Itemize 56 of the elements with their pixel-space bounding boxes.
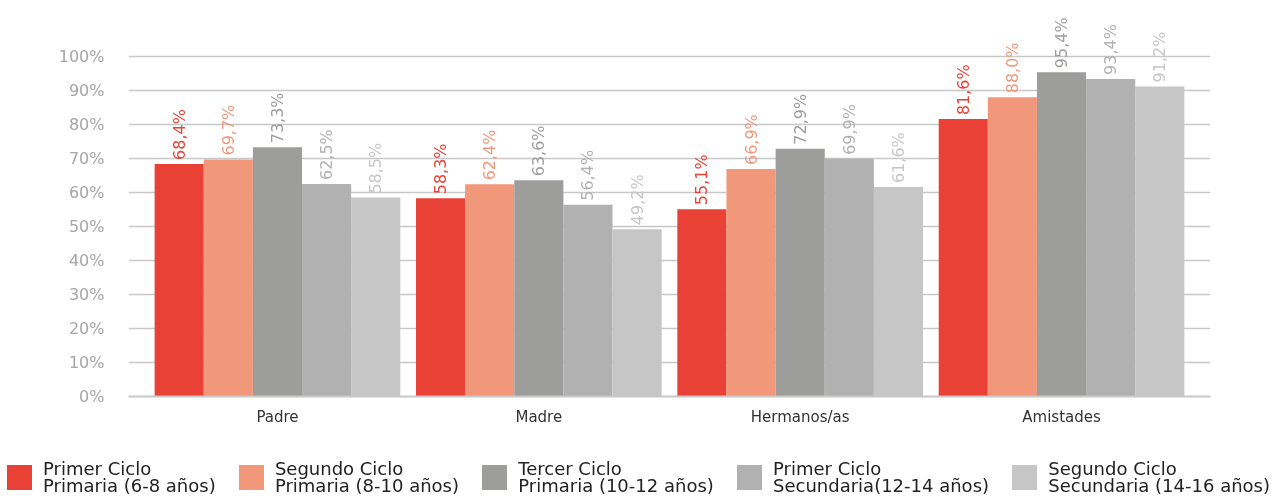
x-tick-label: Madre (515, 407, 563, 426)
y-tick-label: 20% (68, 319, 105, 338)
y-tick-label: 70% (68, 149, 105, 168)
bar (987, 97, 1037, 397)
data-label: 93,4% (1101, 24, 1121, 75)
y-tick-label: 10% (68, 353, 105, 372)
y-tick-label: 40% (68, 251, 105, 270)
bar (252, 147, 303, 397)
legend-label: Primer Ciclo Primaria (6-8 años) (43, 458, 216, 497)
bar (824, 158, 874, 397)
y-tick-label: 30% (68, 285, 105, 304)
legend-label: Segundo Ciclo Primaria (8-10 años) (274, 458, 459, 497)
legend-label: Segundo Ciclo Secundaria (14-16 años) (1048, 458, 1270, 497)
data-label: 72,9% (790, 93, 810, 145)
data-label: 91,2% (1150, 31, 1170, 83)
bar (154, 163, 204, 397)
bar (1036, 72, 1087, 397)
data-label: 56,4% (578, 149, 598, 201)
y-tick-label: 80% (68, 115, 105, 134)
data-label: 49,2% (627, 174, 647, 226)
data-label: 69,9% (839, 104, 859, 155)
y-tick-label: 60% (68, 183, 105, 202)
data-label: 62,4% (480, 129, 500, 181)
data-label: 66,9% (741, 114, 761, 166)
y-tick-label: 100% (58, 47, 105, 66)
legend-label: Tercer Ciclo Primaria (10-12 años) (518, 458, 714, 497)
data-label: 81,6% (953, 64, 973, 116)
bar (938, 119, 988, 397)
x-tick-label: Hermanos/as (750, 407, 850, 426)
data-label: 61,6% (888, 132, 908, 184)
bar (465, 184, 515, 397)
bar (726, 169, 776, 397)
bar (203, 159, 253, 397)
bar (775, 148, 825, 397)
bar (1086, 78, 1136, 397)
data-label: 73,3% (267, 92, 287, 144)
bar (302, 184, 352, 397)
x-tick-label: Amistades (1022, 407, 1101, 426)
data-label: 69,7% (218, 104, 238, 156)
data-label: 62,5% (317, 129, 337, 180)
data-label: 88,0% (1002, 42, 1022, 94)
y-tick-label: 0% (79, 387, 105, 406)
data-label: 58,3% (431, 143, 451, 195)
data-label: 95,4% (1052, 17, 1072, 69)
bar (563, 204, 613, 397)
data-label: 55,1% (692, 154, 712, 206)
data-label: 68,4% (169, 109, 189, 160)
bar (415, 198, 466, 397)
bar (677, 209, 727, 397)
legend-label: Primer Ciclo Secundaria(12-14 años) (773, 458, 990, 497)
data-label: 63,6% (529, 125, 549, 177)
bar (514, 180, 564, 397)
data-label: 58,5% (366, 142, 386, 194)
y-tick-label: 50% (68, 217, 105, 236)
x-tick-label: Padre (256, 407, 299, 426)
y-tick-label: 90% (68, 81, 105, 100)
